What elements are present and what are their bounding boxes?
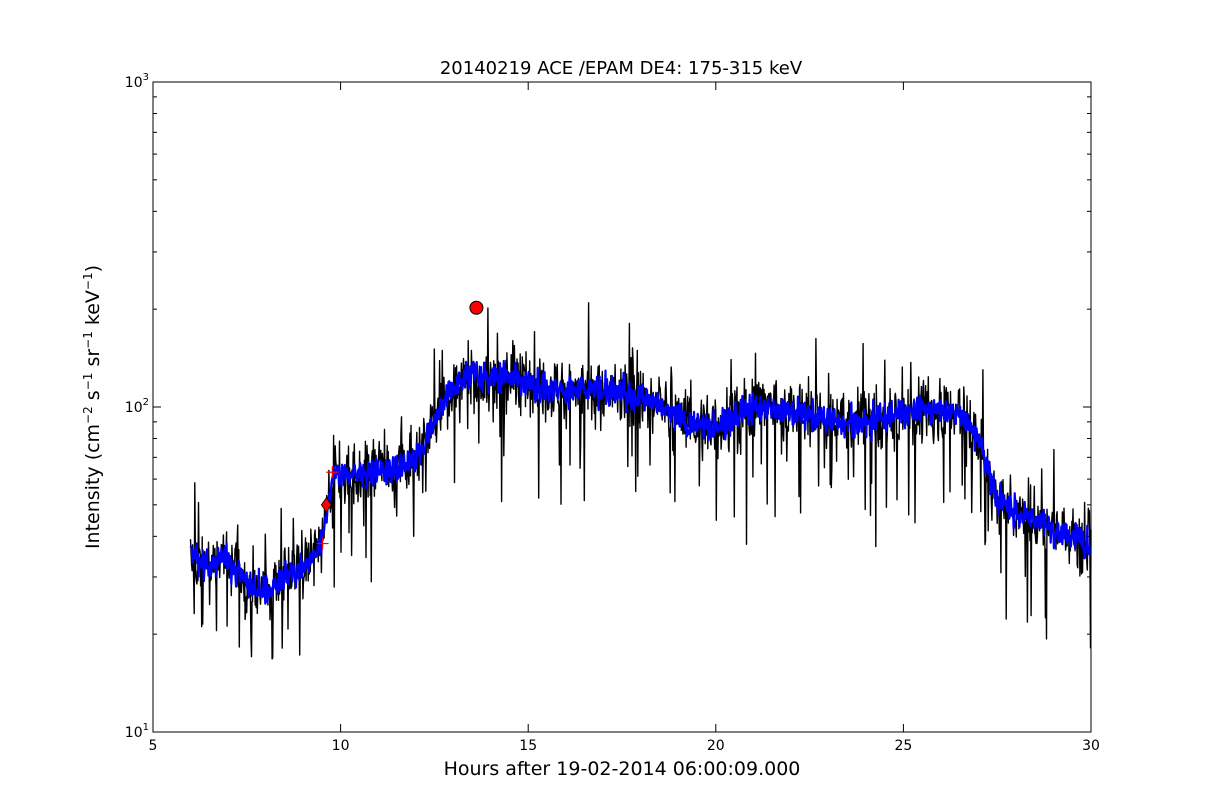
plot-area <box>189 302 1092 660</box>
chart-title: 20140219 ACE /EPAM DE4: 175-315 keV <box>440 58 803 79</box>
x-tick-label: 10 <box>332 738 350 754</box>
y-tick-label: 103 <box>125 72 149 91</box>
y-axis-ticks: 101 102 103 <box>125 72 1091 741</box>
onset-marker-diamond <box>320 497 332 513</box>
y-axis-label: Intensity (cm−2 s−1 sr−1 keV−1) <box>81 265 104 549</box>
x-tick-label: 20 <box>707 738 725 754</box>
x-tick-label: 25 <box>894 738 912 754</box>
y-tick-label: 102 <box>125 397 149 416</box>
peak-marker-circle <box>469 300 484 315</box>
x-tick-label: 30 <box>1082 738 1100 754</box>
x-axis-ticks: 5 10 15 20 25 30 <box>149 82 1100 754</box>
cross-marker-0 <box>316 537 329 550</box>
x-axis-label: Hours after 19-02-2014 06:00:09.000 <box>444 758 801 780</box>
x-tick-label: 5 <box>149 738 158 754</box>
markers <box>316 300 484 550</box>
y-tick-label: 101 <box>125 722 149 741</box>
series-line-smoothed <box>189 359 1092 605</box>
cross-marker-1 <box>326 466 339 479</box>
x-tick-label: 15 <box>519 738 537 754</box>
